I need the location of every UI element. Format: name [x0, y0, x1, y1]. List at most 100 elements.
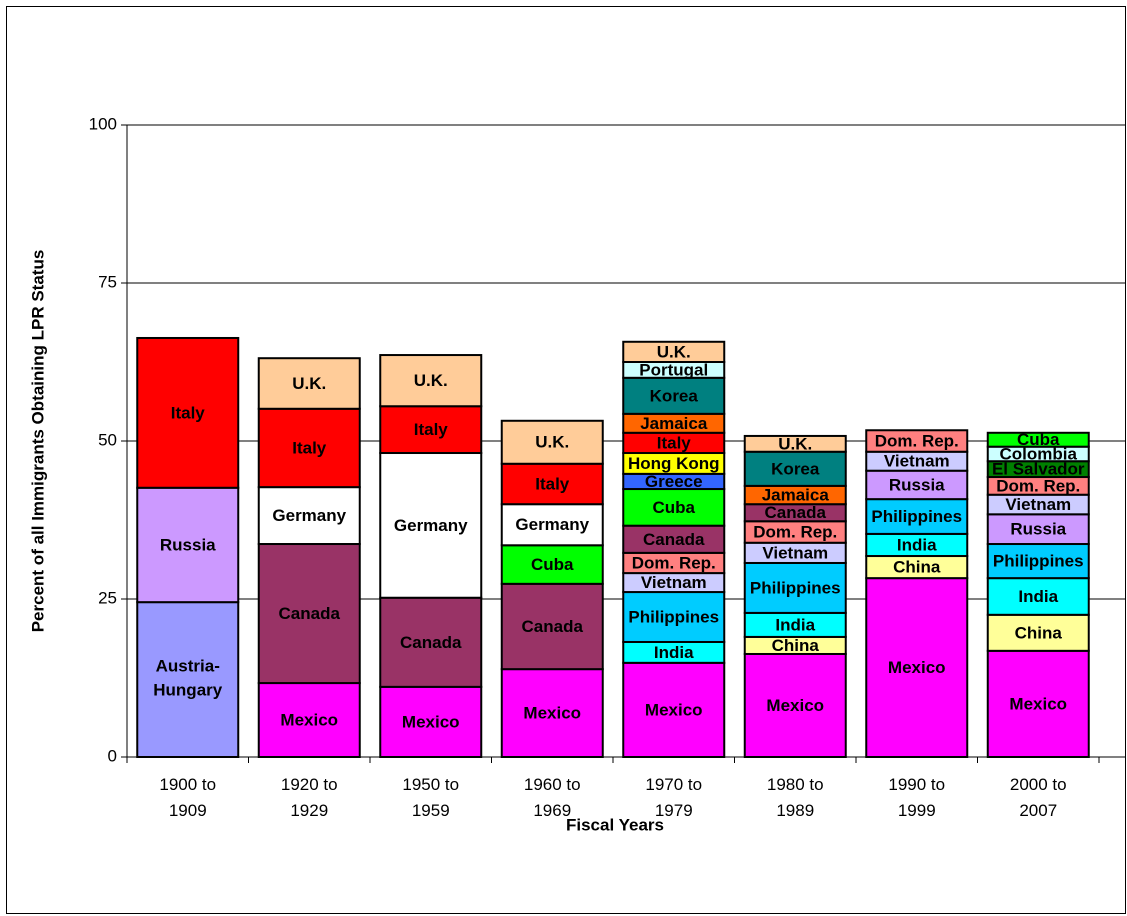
segment-label: Philippines	[993, 552, 1084, 571]
bar-segment	[136, 601, 240, 758]
segment-label: China	[893, 558, 941, 577]
y-tick-label: 75	[98, 272, 117, 291]
bar-segment	[257, 407, 361, 489]
bar-segment	[500, 582, 604, 671]
segment-label: Korea	[650, 386, 699, 405]
segment-label: Colombia	[1000, 444, 1078, 463]
bar-segment	[379, 596, 483, 688]
segment-label: Jamaica	[640, 414, 708, 433]
segment-label: Vietnam	[884, 452, 950, 471]
bar-segment	[257, 543, 361, 685]
bar-segment	[379, 354, 483, 408]
segment-label: U.K.	[535, 433, 569, 452]
y-tick-label: 100	[89, 114, 117, 133]
bar-segment	[743, 652, 847, 759]
y-tick-label: 0	[108, 746, 117, 765]
segment-label: Canada	[765, 503, 827, 522]
segment-label: Vietnam	[762, 543, 828, 562]
bar-segment	[986, 431, 1090, 448]
bar-segment	[986, 613, 1090, 652]
segment-label: Mexico	[645, 700, 703, 719]
segment-label: Mexico	[280, 711, 338, 730]
segment-label: Canada	[522, 617, 584, 636]
segment-label: Dom. Rep.	[875, 431, 959, 450]
segment-label: India	[654, 643, 694, 662]
bar-segment	[500, 462, 604, 506]
segment-label: Mexico	[888, 658, 946, 677]
bar-segment	[500, 419, 604, 465]
segment-label: India	[775, 615, 815, 634]
x-tick-label: 1980 to 1989	[767, 775, 824, 820]
segment-label: Mexico	[402, 712, 460, 731]
bar-segment	[865, 498, 969, 535]
segment-label: Canada	[279, 604, 341, 623]
bar-segment	[257, 682, 361, 759]
bar-segment	[500, 544, 604, 585]
segment-label: Russia	[160, 535, 216, 554]
bar-segment	[136, 486, 240, 604]
x-tick-label: 1960 to 1969	[524, 775, 581, 820]
segment-label: Korea	[771, 459, 820, 478]
bar-segment	[136, 336, 240, 489]
y-axis-title: Percent of all Immigrants Obtaining LPR …	[28, 250, 47, 633]
segment-label: Italy	[292, 438, 327, 457]
bar-segment	[865, 429, 969, 453]
bar-segment	[743, 611, 847, 638]
y-tick-label: 50	[98, 430, 117, 449]
segment-label: Mexico	[523, 704, 581, 723]
segment-label: Canada	[643, 530, 705, 549]
x-tick-label: 1900 to 1909	[159, 775, 216, 820]
segment-label: Cuba	[531, 555, 574, 574]
segment-label: U.K.	[657, 342, 691, 361]
bar-segment	[379, 405, 483, 455]
segment-label: Mexico	[1009, 694, 1067, 713]
bar-segment	[986, 513, 1090, 546]
segment-label: Portugal	[639, 360, 708, 379]
segment-label: Dom. Rep.	[632, 553, 716, 572]
segment-label: Cuba	[653, 498, 696, 517]
segment-label: Italy	[171, 403, 206, 422]
segment-label: Austria-Hungary	[153, 657, 223, 700]
segment-label: Greece	[645, 472, 703, 491]
segment-label: U.K.	[778, 434, 812, 453]
x-tick-label: 1920 to 1929	[281, 775, 338, 820]
bar-segment	[500, 668, 604, 758]
bar-segment	[257, 357, 361, 410]
segment-label: Germany	[272, 506, 346, 525]
x-tick-label: 1990 to 1999	[888, 775, 945, 820]
segment-label: Philippines	[628, 607, 719, 626]
segment-label: Mexico	[766, 696, 824, 715]
x-tick-label: 1950 to 1959	[402, 775, 459, 820]
segment-label: U.K.	[414, 371, 448, 390]
x-axis-title: Fiscal Years	[566, 815, 664, 834]
segment-label: Hong Kong	[628, 454, 720, 473]
bar-segment	[622, 340, 726, 364]
segment-label: Russia	[1010, 520, 1066, 539]
bar-segment	[986, 649, 1090, 758]
segment-label: U.K.	[292, 374, 326, 393]
bar-segment	[379, 452, 483, 599]
segment-label: Dom. Rep.	[753, 522, 837, 541]
segment-label: China	[772, 636, 820, 655]
x-tick-label: 2000 to 2007	[1010, 775, 1067, 820]
segment-label: Italy	[657, 433, 692, 452]
bar-segment	[743, 450, 847, 487]
segment-label: Germany	[394, 516, 468, 535]
segment-label: Canada	[400, 633, 462, 652]
segment-label: India	[897, 535, 937, 554]
segment-label: India	[1018, 587, 1058, 606]
bar-segment	[743, 434, 847, 453]
segment-label: Philippines	[750, 578, 841, 597]
segment-label: El Salvador	[992, 460, 1085, 479]
segment-label: Vietnam	[641, 573, 707, 592]
segment-label: China	[1015, 623, 1063, 642]
bar-segment	[622, 376, 726, 415]
segment-label: Vietnam	[1005, 495, 1071, 514]
segment-label: Dom. Rep.	[996, 476, 1080, 495]
segment-label: Italy	[414, 420, 449, 439]
y-tick-label: 25	[98, 588, 117, 607]
x-tick-label: 1970 to 1979	[645, 775, 702, 820]
bar-segment	[865, 469, 969, 501]
segment-label: Italy	[535, 474, 570, 493]
